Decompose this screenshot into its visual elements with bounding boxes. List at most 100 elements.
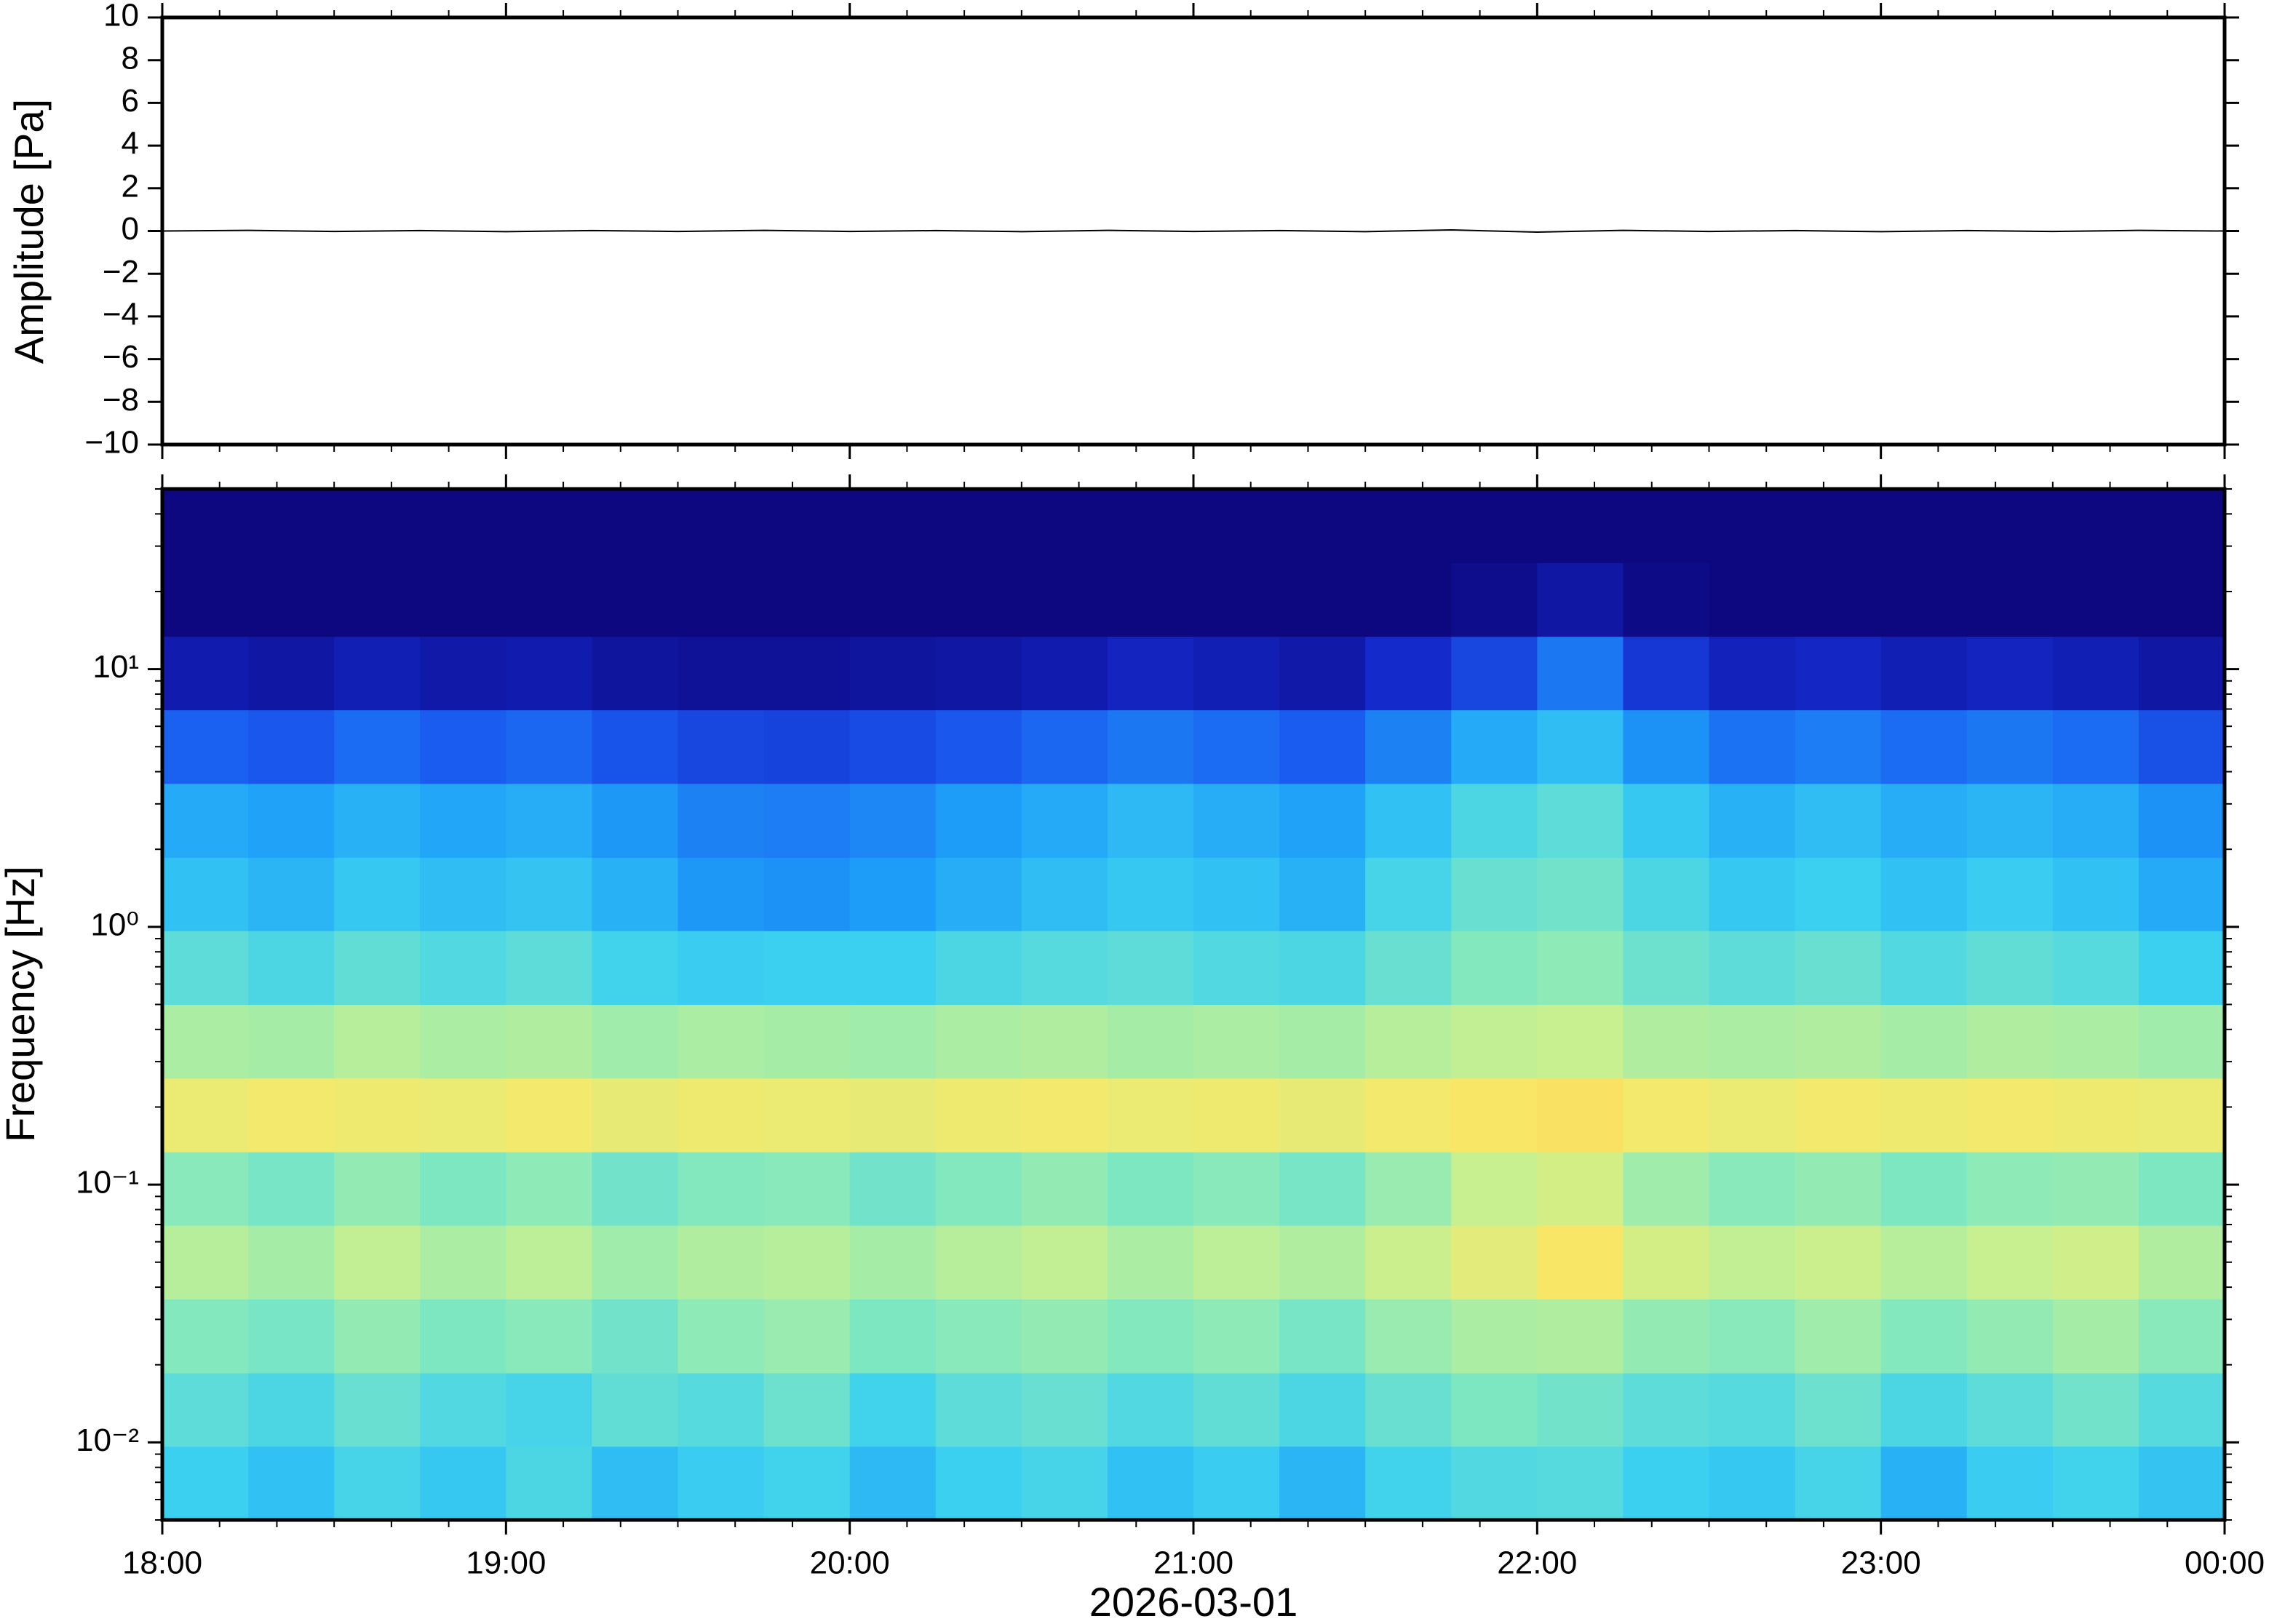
spectrogram-cell bbox=[1537, 931, 1624, 1006]
spectrogram-cell bbox=[763, 1225, 851, 1299]
spectrogram-cell bbox=[506, 1372, 593, 1447]
spectrogram-cell bbox=[1709, 931, 1796, 1006]
spectrogram-cell bbox=[1623, 709, 1710, 784]
spectrogram-cell bbox=[1537, 636, 1624, 711]
y-tick-label: −4 bbox=[103, 297, 139, 333]
spectrogram-cell bbox=[1795, 709, 1882, 784]
spectrogram-cell bbox=[2052, 1152, 2139, 1226]
spectrogram-cell bbox=[1709, 857, 1796, 931]
spectrogram-cell bbox=[1279, 709, 1366, 784]
spectrogram-cell bbox=[1537, 1225, 1624, 1299]
spectrogram-cell bbox=[1451, 1152, 1538, 1226]
spectrogram-cell bbox=[248, 562, 335, 637]
spectrogram-cell bbox=[592, 1152, 679, 1226]
spectrogram-cell bbox=[334, 857, 421, 931]
spectrogram-cell bbox=[1451, 783, 1538, 858]
spectrogram-cell bbox=[1107, 1078, 1194, 1153]
spectrogram-cell bbox=[1279, 636, 1366, 711]
spectrogram-cell bbox=[1537, 562, 1624, 637]
spectrogram-cell bbox=[1021, 562, 1108, 637]
spectrogram-cell bbox=[1107, 489, 1194, 563]
spectrogram-cell bbox=[592, 562, 679, 637]
spectrogram-cell bbox=[1966, 1446, 2054, 1521]
spectrogram-cell bbox=[1966, 562, 2054, 637]
spectrogram-cell bbox=[1966, 636, 2054, 711]
spectrogram-cell bbox=[2138, 1078, 2225, 1153]
spectrogram-cell bbox=[1193, 857, 1280, 931]
spectrogram-cell bbox=[162, 562, 249, 637]
spectrogram-cell bbox=[162, 1004, 249, 1079]
spectrogram-cell bbox=[1279, 1225, 1366, 1299]
spectrogram-cell bbox=[1795, 636, 1882, 711]
spectrogram-cell bbox=[763, 1078, 851, 1153]
spectrogram-cell bbox=[1451, 636, 1538, 711]
spectrogram-cell bbox=[763, 489, 851, 563]
y-tick-label: −6 bbox=[103, 339, 139, 375]
spectrogram-cell bbox=[592, 857, 679, 931]
spectrogram-cell bbox=[849, 857, 937, 931]
spectrogram-cell bbox=[1365, 1004, 1452, 1079]
spectrogram-cell bbox=[1966, 709, 2054, 784]
spectrogram-cell bbox=[1623, 857, 1710, 931]
spectrogram-cell bbox=[935, 489, 1022, 563]
spectrogram-cell bbox=[2138, 562, 2225, 637]
spectrogram-cell bbox=[2138, 1152, 2225, 1226]
spectrogram-cell bbox=[162, 1152, 249, 1226]
spectrogram-cell bbox=[1795, 1225, 1882, 1299]
spectrogram-cell bbox=[1623, 783, 1710, 858]
spectrogram-cell bbox=[334, 1446, 421, 1521]
spectrogram-cell bbox=[592, 489, 679, 563]
spectrogram-cell bbox=[1709, 489, 1796, 563]
spectrogram-cell bbox=[2052, 1004, 2139, 1079]
spectrogram-cell bbox=[1880, 562, 1968, 637]
spectrogram-cell bbox=[1623, 1152, 1710, 1226]
y-tick-label: −10 bbox=[84, 425, 139, 461]
spectrogram-cell bbox=[420, 562, 506, 637]
spectrogram-cell bbox=[2052, 1446, 2139, 1521]
spectrogram-cell bbox=[1795, 562, 1882, 637]
spectrogram-cell bbox=[420, 1078, 506, 1153]
spectrogram-cell bbox=[1537, 1004, 1624, 1079]
spectrogram-cell bbox=[506, 636, 593, 711]
spectrogram-cell bbox=[1709, 783, 1796, 858]
spectrogram-cell bbox=[763, 857, 851, 931]
spectrogram-cell bbox=[1880, 1078, 1968, 1153]
spectrogram-cell bbox=[763, 1299, 851, 1374]
spectrogram-cell bbox=[2052, 1078, 2139, 1153]
spectrogram-cell bbox=[763, 1446, 851, 1521]
spectrogram-cell bbox=[935, 1152, 1022, 1226]
spectrogram-cell bbox=[677, 1078, 765, 1153]
spectrogram-cell bbox=[1623, 489, 1710, 563]
spectrogram-cell bbox=[2138, 931, 2225, 1006]
spectrogram-cell bbox=[1537, 1372, 1624, 1447]
spectrogram-cell bbox=[592, 783, 679, 858]
spectrogram-cell bbox=[1795, 1446, 1882, 1521]
spectrogram-cell bbox=[763, 562, 851, 637]
spectrogram-cell bbox=[935, 1446, 1022, 1521]
spectrogram-cell bbox=[1107, 931, 1194, 1006]
spectrogram-cell bbox=[334, 1372, 421, 1447]
spectrogram-cell bbox=[506, 709, 593, 784]
spectrogram-cell bbox=[1709, 562, 1796, 637]
spectrogram-cell bbox=[248, 1299, 335, 1374]
spectrogram-cell bbox=[1451, 1225, 1538, 1299]
spectrogram-cell bbox=[935, 783, 1022, 858]
spectrogram-cell bbox=[1795, 1372, 1882, 1447]
spectrogram-cell bbox=[334, 1299, 421, 1374]
spectrogram-cell bbox=[592, 1372, 679, 1447]
spectrogram-cell bbox=[2138, 783, 2225, 858]
spectrogram-cell bbox=[1451, 1299, 1538, 1374]
spectrogram-cell bbox=[1966, 489, 2054, 563]
spectrogram-cell bbox=[248, 1446, 335, 1521]
spectrogram-cell bbox=[1966, 931, 2054, 1006]
spectrogram-cell bbox=[1193, 783, 1280, 858]
spectrogram-cell bbox=[1021, 1225, 1108, 1299]
spectrogram-cell bbox=[1021, 783, 1108, 858]
spectrogram-cell bbox=[849, 1225, 937, 1299]
spectrogram-cell bbox=[420, 931, 506, 1006]
spectrogram-cell bbox=[763, 783, 851, 858]
spectrogram-cell bbox=[1193, 1372, 1280, 1447]
spectrogram-cell bbox=[677, 857, 765, 931]
spectrogram-cell bbox=[2052, 489, 2139, 563]
spectrogram-cell bbox=[1107, 1225, 1194, 1299]
